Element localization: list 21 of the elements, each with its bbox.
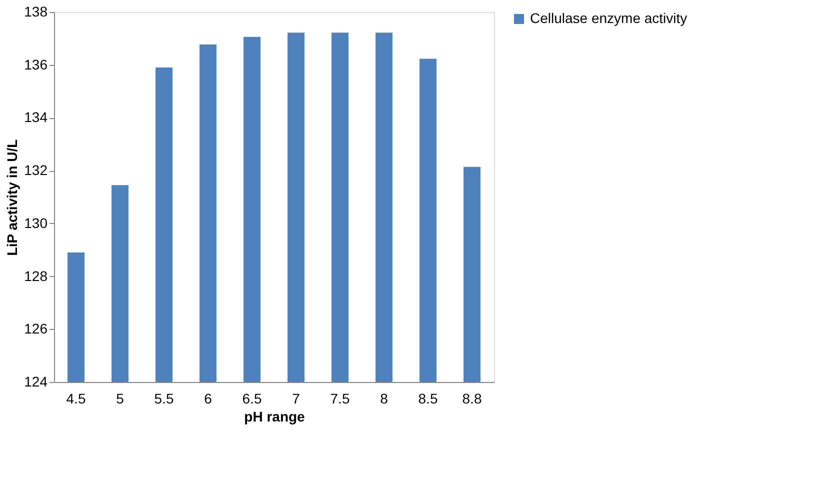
x-tick-label: 8.5: [418, 390, 438, 406]
y-tick-label: 134: [24, 109, 48, 126]
x-tick-label: 8.8: [462, 390, 482, 406]
x-tick-label: 6.5: [242, 390, 262, 406]
x-tick-label: 5.5: [154, 390, 174, 406]
y-tick-label: 138: [24, 4, 48, 20]
x-tick-label: 7.5: [330, 390, 350, 406]
y-tick-label: 124: [24, 374, 48, 390]
x-tick-label: 8: [380, 390, 388, 406]
x-tick-label: 5: [116, 390, 124, 406]
x-tick-label: 7: [292, 390, 300, 406]
x-axis-title: pH range: [244, 408, 306, 424]
y-tick-label: 130: [24, 214, 48, 231]
y-tick-label: 132: [24, 162, 48, 178]
y-tick-label: 126: [24, 320, 48, 337]
x-tick-label: 4.5: [66, 390, 86, 406]
y-tick-label: 128: [24, 268, 48, 284]
y-tick-label: 136: [24, 56, 48, 72]
x-tick-label: 6: [204, 390, 212, 406]
y-axis-title: LiP activity in U/L: [4, 138, 20, 256]
legend-label: Cellulase enzyme activity: [530, 10, 688, 26]
